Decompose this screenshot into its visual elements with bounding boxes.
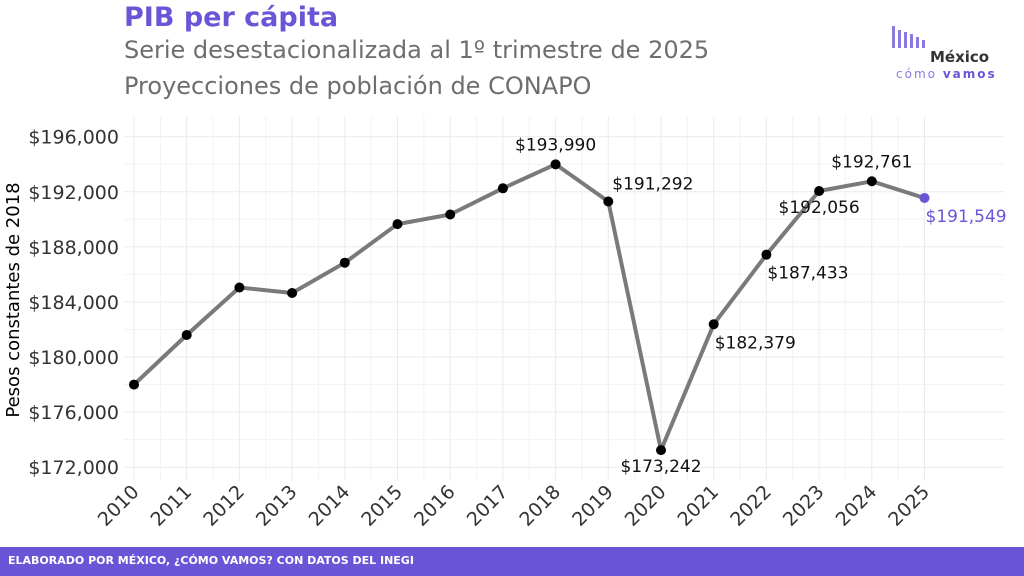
data-point — [181, 330, 192, 340]
data-point — [708, 319, 719, 330]
x-tick-label: 2011 — [146, 481, 196, 531]
data-point — [550, 159, 561, 170]
data-point — [603, 196, 614, 207]
data-point — [656, 445, 666, 456]
data-point — [497, 183, 508, 194]
footer-bar: ELABORADO POR MÉXICO, ¿CÓMO VAMOS? CON D… — [0, 547, 1024, 576]
x-tick-label: 2022 — [726, 481, 776, 531]
data-label: $191,292 — [612, 175, 693, 195]
x-tick-label: 2021 — [673, 481, 723, 531]
x-tick-label: 2017 — [463, 481, 513, 531]
y-tick-label: $188,000 — [28, 237, 119, 259]
x-tick-label: 2020 — [621, 481, 671, 531]
data-point — [445, 209, 456, 220]
x-tick-label: 2013 — [252, 481, 302, 531]
logo-text-como: cómo — [896, 67, 937, 81]
data-point — [866, 176, 877, 187]
data-label: $191,549 — [926, 207, 1007, 227]
chart-title: PIB per cápita — [124, 2, 339, 33]
data-label: $192,056 — [779, 198, 860, 218]
y-tick-label: $180,000 — [28, 347, 119, 369]
chart-subtitle-series: Serie desestacionalizada al 1º trimestre… — [124, 36, 710, 64]
x-tick-label: 2012 — [199, 481, 249, 531]
chart-subtitle-population: Proyecciones de población de CONAPO — [124, 72, 592, 100]
data-label: $192,761 — [831, 152, 912, 172]
x-tick-label: 2019 — [568, 481, 618, 531]
logo-bars-icon — [892, 26, 925, 48]
y-tick-label: $184,000 — [28, 292, 119, 314]
logo-text-mexico: México — [930, 48, 989, 66]
y-axis-label: Pesos constantes de 2018 — [3, 182, 24, 417]
data-point — [339, 257, 350, 268]
data-label: $187,433 — [767, 264, 848, 284]
logo-text-vamos: vamos — [943, 67, 997, 81]
data-point — [814, 185, 825, 196]
y-tick-label: $172,000 — [28, 457, 119, 479]
data-label: $182,379 — [715, 333, 796, 353]
y-tick-label: $176,000 — [28, 402, 119, 424]
data-point — [129, 379, 139, 390]
footer-source-text: ELABORADO POR MÉXICO, ¿CÓMO VAMOS? CON D… — [8, 554, 414, 567]
data-point-highlight — [919, 192, 930, 203]
x-tick-label: 2025 — [884, 481, 934, 531]
data-label: $173,242 — [620, 457, 701, 477]
data-point — [234, 282, 245, 293]
series-line — [132, 162, 926, 453]
svg-text:cómo vamos: cómo vamos — [896, 67, 997, 81]
data-point — [761, 249, 772, 260]
data-point — [287, 287, 298, 298]
y-tick-label: $196,000 — [28, 127, 119, 149]
x-tick-label: 2024 — [832, 481, 882, 531]
x-tick-label: 2016 — [410, 481, 460, 531]
x-tick-label: 2018 — [515, 481, 565, 531]
x-tick-label: 2023 — [779, 481, 829, 531]
gdp-per-capita-line-chart: $172,000 $176,000 $180,000 $184,000 $188,000… — [3, 116, 1007, 531]
y-tick-label: $192,000 — [28, 182, 119, 204]
data-label: $193,990 — [515, 135, 596, 155]
data-point — [392, 219, 403, 230]
x-tick-label: 2010 — [94, 481, 144, 531]
x-tick-label: 2014 — [305, 481, 355, 531]
x-tick-label: 2015 — [357, 481, 407, 531]
mexico-como-vamos-logo: México cómo vamos — [892, 26, 997, 81]
